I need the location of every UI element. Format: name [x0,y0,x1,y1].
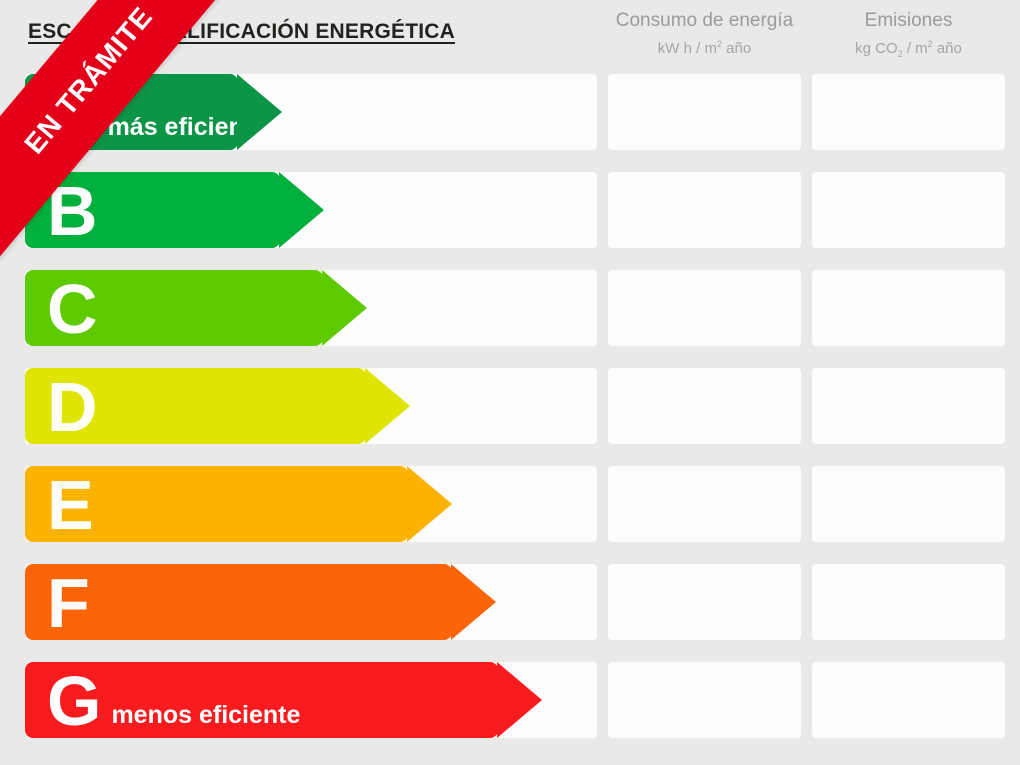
rating-row-c: C [0,270,1020,346]
rating-letter: C [47,270,98,348]
rating-scale-cell: F [25,564,597,640]
arrow-tip-icon [451,564,496,640]
rating-arrow-b: B [25,172,324,248]
rating-arrow-f: F [25,564,496,642]
emissions-column-title: Emisiones [864,10,953,31]
consumption-column-title: Consumo de energía [615,10,794,31]
emissions-value-cell [812,564,1005,640]
emissions-value-cell [812,172,1005,248]
emissions-value-cell [812,662,1005,738]
emissions-value-cell [812,466,1005,542]
emissions-column-unit: kg CO2 / m2 año [855,38,962,59]
consumption-value-cell [608,74,801,150]
arrow-tip-icon [365,368,410,444]
consumption-value-cell [608,564,801,640]
rating-row-a: A más eficiente [0,74,1020,150]
rating-row-d: D [0,368,1020,444]
efficiency-label: menos eficiente [111,701,301,729]
emissions-value-cell [812,74,1005,150]
rating-letter: D [47,368,98,446]
consumption-column-header: Consumo de energía kW h / m2 año [608,10,801,57]
rating-arrow-e: E [25,466,452,544]
rating-letter: G [47,662,102,740]
arrow-tip-icon [497,662,542,738]
rating-letter: F [47,564,90,642]
consumption-column-unit: kW h / m2 año [657,38,752,57]
arrow-tip-icon [237,74,282,150]
rating-row-f: F [0,564,1020,640]
rating-letter: E [47,466,94,544]
rating-scale-cell: D [25,368,597,444]
consumption-value-cell [608,466,801,542]
rating-scale-cell: C [25,270,597,346]
rating-scale-cell: G menos eficiente [25,662,597,738]
emissions-column-header: Emisiones kg CO2 / m2 año [812,10,1005,59]
emissions-value-cell [812,270,1005,346]
rating-row-b: B [0,172,1020,248]
rating-arrow-c: C [25,270,367,348]
rating-row-e: E [0,466,1020,542]
emissions-value-cell [812,368,1005,444]
rating-scale-cell: B [25,172,597,248]
arrow-tip-icon [322,270,367,346]
rating-row-g: G menos eficiente [0,662,1020,738]
consumption-value-cell [608,662,801,738]
rating-scale-cell: E [25,466,597,542]
rating-arrow-d: D [25,368,410,446]
consumption-value-cell [608,270,801,346]
arrow-tip-icon [279,172,324,248]
consumption-value-cell [608,172,801,248]
consumption-value-cell [608,368,801,444]
rating-arrow-g: G menos eficiente [25,662,542,740]
arrow-tip-icon [407,466,452,542]
